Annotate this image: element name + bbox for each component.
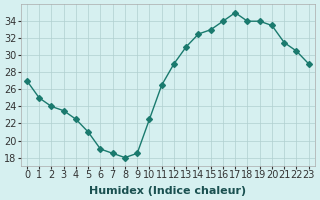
X-axis label: Humidex (Indice chaleur): Humidex (Indice chaleur) [89, 186, 246, 196]
